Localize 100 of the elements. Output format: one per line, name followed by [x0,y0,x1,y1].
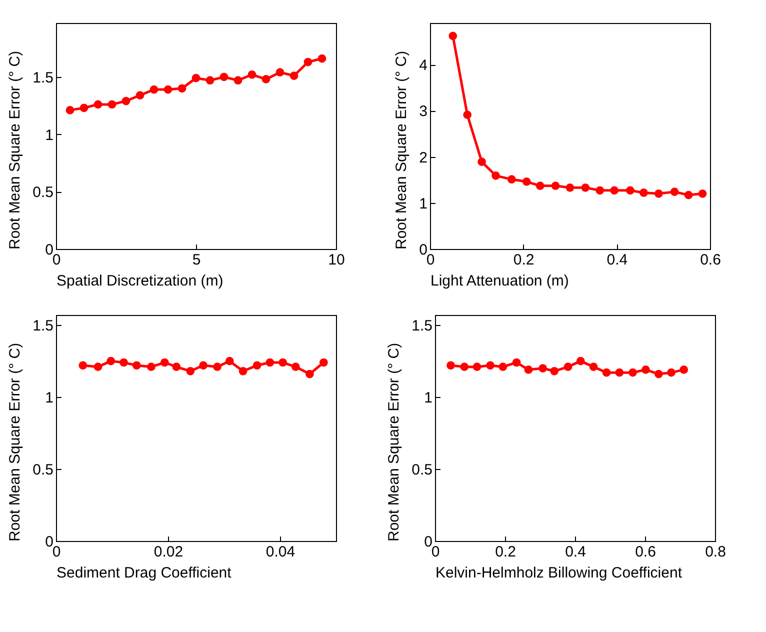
x-tick-label: 0.02 [154,544,184,560]
y-tick-label: 0.5 [32,184,54,202]
point [94,362,102,371]
point [446,361,455,370]
point [596,186,604,195]
x-axis-title: Kelvin-Helmholz Billowing Coefficient [436,564,683,582]
point [290,72,298,80]
point [178,84,186,93]
point [566,183,574,192]
y-axis-title: Root Mean Square Error (° C) [393,50,410,250]
y-tick-label: 1 [45,126,54,144]
point [319,358,328,367]
y-tick-label: 1.5 [412,318,432,335]
point [698,189,707,198]
point [654,189,663,198]
point [248,70,256,79]
point [136,91,144,100]
point [108,100,116,109]
y-axis-title: Root Mean Square Error (° C) [6,50,24,250]
point [160,358,169,367]
point [654,370,663,378]
x-tick-label: 0.6 [700,252,721,268]
point [66,106,74,114]
point [589,362,598,371]
point [220,72,228,82]
point [234,76,242,85]
x-tick-label: 0.4 [606,252,628,268]
point [602,368,611,377]
point [199,361,208,370]
y-tick-label: 1.5 [32,69,54,86]
point [192,74,200,82]
y-tick-label: 0.5 [412,462,432,479]
point [122,96,130,106]
point [106,356,116,366]
point [276,68,284,77]
x-tick-label: 0.2 [495,544,516,560]
point [680,366,688,374]
point [524,366,533,374]
point [278,358,287,367]
point [538,364,547,372]
x-tick-label: 0.4 [565,544,586,560]
point [318,54,326,63]
point [225,356,234,366]
point [186,366,195,376]
point [522,177,531,186]
point [94,100,102,109]
point [238,366,248,376]
point [670,188,679,196]
point [305,370,314,378]
point [463,110,472,119]
point [626,186,634,195]
point [262,75,270,84]
point [266,358,274,367]
point [507,175,516,184]
x-tick-label: 0.04 [266,544,296,560]
y-tick-label: 3 [419,103,428,120]
point [132,361,141,370]
point [628,368,637,377]
y-tick-label: 2 [419,149,428,166]
point [78,361,88,370]
y-tick-label: 1.5 [32,318,54,335]
point [213,362,222,371]
point [448,32,458,40]
point [120,358,128,367]
point [498,362,508,371]
point [550,366,559,376]
point [172,362,181,371]
y-tick-label: 4 [419,57,428,74]
y-axis-title: Root Mean Square Error (° C) [386,342,403,542]
x-tick-label: 0.2 [513,252,534,268]
y-tick-label: 1 [424,390,432,407]
point [486,361,494,370]
point [478,158,486,166]
point [164,85,172,94]
point [615,368,624,377]
point [472,362,482,371]
x-tick-label: 0.8 [705,544,726,560]
point [304,58,312,66]
x-tick-label: 5 [192,252,201,268]
x-axis-title: Sediment Drag Coefficient [56,564,232,582]
point [291,362,300,371]
y-axis-title: Root Mean Square Error (° C) [6,342,24,542]
x-tick-label: 10 [328,252,345,268]
point [492,171,500,180]
point [640,188,648,197]
point [252,361,262,370]
point [642,366,650,374]
point [551,182,560,190]
x-axis-title: Light Attenuation (m) [430,272,569,290]
x-axis-title: Spatial Discretization (m) [56,272,224,290]
point [610,186,619,195]
point [564,362,572,371]
point [667,368,676,377]
point [206,76,214,85]
point [80,104,88,112]
x-tick-label: 0.6 [635,544,656,560]
point [536,182,544,190]
y-tick-label: 1 [45,390,54,407]
y-tick-label: 1 [419,195,428,212]
point [684,190,693,200]
